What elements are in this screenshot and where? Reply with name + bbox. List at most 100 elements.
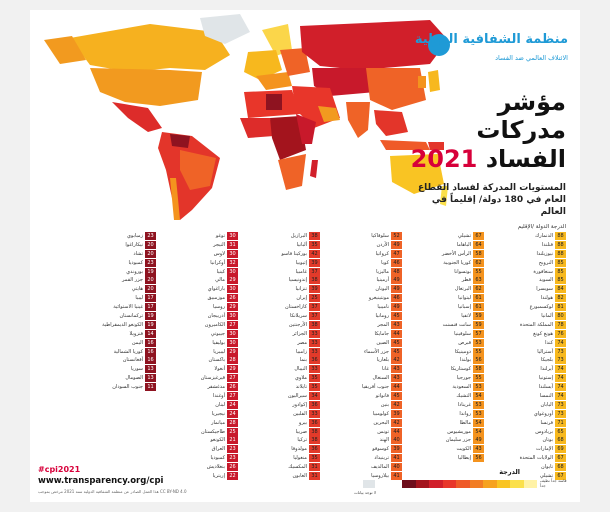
country-row: 73 أستراليا [506,347,566,356]
country-score: 26 [227,294,238,303]
map-europe-south [256,72,292,90]
country-row: 42 بلغاريا [342,356,402,365]
country-score: 44 [391,383,402,392]
country-score: 35 [309,454,320,463]
country-score: 23 [227,445,238,454]
country-name: التشيك [456,393,471,400]
country-name: قبرص [458,339,471,346]
country-score: 38 [309,232,320,240]
country-row: 47 كرواتيا [342,249,402,258]
map-australia [390,154,444,194]
country-list-column-2: 67 تشيلي 64 الباهاما 58 الرأس الأخضر 62 كوريا ا… [424,232,484,463]
country-name: تركيا [297,437,307,444]
country-name: سويسرا [536,286,553,293]
country-name: ميانمار [211,419,225,426]
country-name: ألبانيا [296,241,307,248]
country-name: كرواتيا [375,250,389,257]
country-row: 30 أذربيجان [178,312,238,321]
country-row: 82 هولندا [506,294,566,303]
country-row: 74 إستونيا [506,374,566,383]
country-score: 17 [145,303,156,312]
map-chile [170,178,180,220]
country-name: بربادوس [535,428,553,435]
country-score: 53 [473,338,484,347]
country-row: 74 النمسا [506,392,566,401]
legend-swatch [456,480,470,488]
country-score: 35 [309,374,320,383]
country-row: 33 الجزائر [260,329,320,338]
country-score: 20 [145,285,156,294]
country-name: روسيا [212,304,225,311]
country-row: 32 أوكرانيا [178,258,238,267]
country-name: إريتريا [212,473,225,480]
country-name: الأردن [376,241,389,248]
country-name: لاوس [213,250,225,257]
country-name: كولومبيا [372,410,389,417]
country-score: 74 [555,365,566,374]
country-row: 88 الدنمارك [506,232,566,240]
country-name: ناميبيا [377,304,389,311]
country-score: 38 [309,427,320,436]
country-name: الرأس الأخضر [441,250,471,257]
country-name: طاجيكستان [200,428,225,435]
country-name: النيجر [213,241,225,248]
country-score: 30 [227,232,238,240]
country-row: 33 زامبيا [260,347,320,356]
country-score: 38 [309,436,320,445]
country-row: 73 اليابان [506,400,566,409]
country-name: بوركينا فاسو [281,250,307,257]
country-row: 17 ليبيا [96,294,156,303]
country-score: 46 [391,258,402,267]
country-score: 56 [473,454,484,463]
country-name: تايلاند [295,384,307,391]
cpi-url[interactable]: www.transparency.org/cpi [38,476,164,486]
country-row: 73 أوروغواي [506,409,566,418]
legend-swatch [442,480,456,488]
country-name: جورجيا [456,375,471,382]
ti-logo[interactable]: منظمة الشفافية الدولية الائتلاف العالمي … [415,30,572,70]
country-name: بولندا [459,357,471,364]
country-score: 11 [145,383,156,392]
country-list-column-1: 88 الدنمارك 88 فنلندا 88 نيوزيلندا 85 النرويج 85… [506,232,566,481]
country-name: الكونغو [210,437,225,444]
country-name: نيوزيلندا [536,250,553,257]
map-mexico [112,102,162,132]
country-name: نيكاراغوا [125,241,143,248]
country-name: هونغ كونغ [533,330,553,337]
country-score: 25 [227,427,238,436]
country-score: 33 [309,338,320,347]
map-china [366,68,426,110]
country-score: 37 [309,303,320,312]
poster-title: مؤشر مدركات الفساد 2021 [406,88,566,174]
country-score: 37 [309,267,320,276]
country-name: إكوادور [292,401,307,408]
country-score: 21 [227,436,238,445]
country-score: 67 [473,232,484,240]
country-row: 64 الباهاما [424,240,484,249]
country-row: 33 الفلبين [260,409,320,418]
country-row: 24 لبنان [178,400,238,409]
country-row: 35 تايلاند [260,383,320,392]
country-score: 24 [227,400,238,409]
country-row: 68 تايوان [506,463,566,472]
hashtag[interactable]: #cpi2021 [38,465,81,474]
map-india [346,102,370,138]
legend-extremes-label: فاسد جداً نظيف جداً [540,478,567,488]
country-score: 53 [473,400,484,409]
country-row: 35 ألبانيا [260,240,320,249]
country-name: غامبيا [295,268,307,275]
country-score: 45 [391,347,402,356]
country-name: ليبيريا [213,348,225,355]
country-row: 13 سوريا [96,365,156,374]
country-score: 53 [473,409,484,418]
country-name: أستراليا [537,348,553,355]
map-png [428,142,444,150]
country-name: رواندا [459,410,471,417]
country-score: 40 [391,436,402,445]
country-score: 55 [473,374,484,383]
cpi-poster: منظمة الشفافية الدولية الائتلاف العالمي … [30,10,580,502]
map-indonesia [380,140,430,150]
country-score: 42 [309,249,320,258]
country-row: 85 سنغافورة [506,267,566,276]
